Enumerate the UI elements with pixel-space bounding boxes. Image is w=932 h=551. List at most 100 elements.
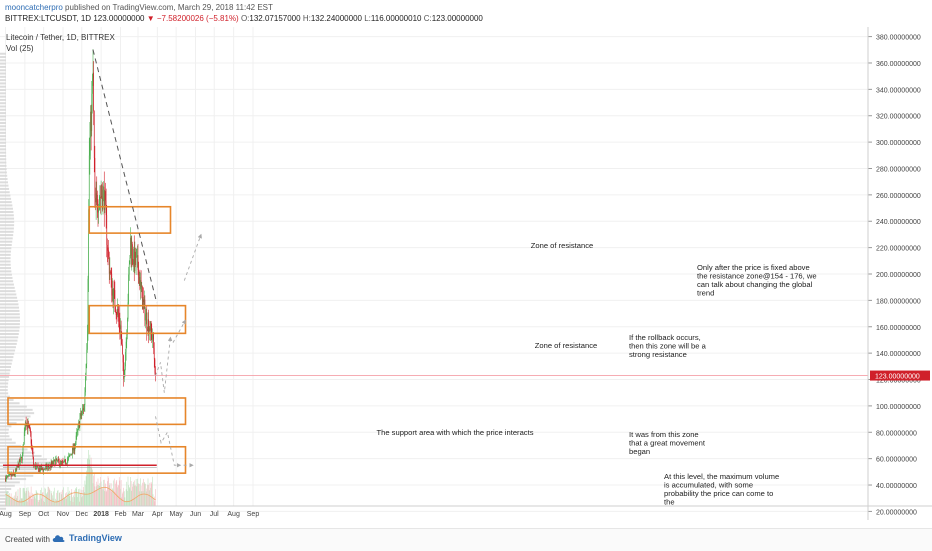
annotation-2: Zone of resistance <box>535 341 597 350</box>
volume-bar <box>92 483 94 506</box>
tradingview-logo[interactable]: TradingView <box>52 533 122 543</box>
candle-body <box>115 306 116 313</box>
candle-body <box>93 72 94 112</box>
volume-bar <box>117 487 118 506</box>
volume-bar <box>67 487 69 506</box>
volume-bar <box>60 501 61 506</box>
projection-path <box>155 416 182 468</box>
candle-body <box>88 209 89 279</box>
candle-body <box>143 299 144 303</box>
candle-body <box>105 191 106 201</box>
trend-line <box>92 49 158 304</box>
candle-body <box>122 354 124 363</box>
publish-line: mooncatcherpro published on TradingView.… <box>5 3 273 12</box>
volume-bar <box>20 487 21 506</box>
candle-body <box>95 193 97 203</box>
candle-body <box>5 478 6 482</box>
candle-body <box>37 465 38 467</box>
candle-body <box>117 308 119 315</box>
volume-profile-bar <box>0 105 7 108</box>
volume-profile-bar <box>0 230 14 233</box>
chart-legend-pair: Litecoin / Tether, 1D, BITTREX <box>6 33 115 42</box>
volume-profile-bar <box>0 260 11 263</box>
volume-bar <box>122 491 124 506</box>
price-tick-label: 220.00000000 <box>876 246 921 253</box>
volume-bar <box>38 501 39 506</box>
time-tick-label: Nov <box>57 511 70 518</box>
volume-profile-bar <box>0 290 16 293</box>
volume-profile-bar <box>0 408 33 411</box>
candle-body <box>23 432 25 445</box>
annotation-line: strong resistance <box>629 350 687 359</box>
candle-body <box>138 277 140 284</box>
volume-bar <box>128 485 129 506</box>
volume-bar <box>119 480 121 506</box>
volume-bar <box>127 476 129 506</box>
volume-bar <box>6 492 8 506</box>
volume-profile-bar <box>0 181 8 184</box>
volume-profile-bar <box>0 382 9 385</box>
volume-bar <box>67 494 68 506</box>
volume-bar <box>105 491 107 506</box>
candle-body <box>22 454 23 461</box>
volume-profile-bar <box>0 451 35 454</box>
volume-bar <box>85 484 86 506</box>
volume-bar <box>77 491 79 506</box>
volume-bar <box>54 501 56 506</box>
candle-body <box>138 269 139 284</box>
candle-body <box>130 237 132 256</box>
annotation-5: If the rollback occurs, then this zone wi… <box>629 333 707 359</box>
volume-profile-bar <box>0 270 12 273</box>
candle-body <box>27 423 29 429</box>
price-tick-label: 20.00000000 <box>876 509 917 516</box>
candle-body <box>89 137 91 156</box>
volume-profile-bar <box>0 342 17 345</box>
chart-frame[interactable]: 20.00000000 40.00000000 60.00000000 80.0000… <box>0 27 932 520</box>
candle-body <box>118 317 120 324</box>
volume-bar <box>7 491 8 506</box>
volume-bar <box>70 500 71 506</box>
candle-body <box>80 413 81 419</box>
candle-body <box>135 251 136 265</box>
volume-bar <box>50 500 51 506</box>
annotation-line: can talk about changing the global <box>697 280 813 289</box>
volume-bar <box>113 480 114 506</box>
volume-bar <box>15 491 17 506</box>
candle-body <box>139 277 141 289</box>
candle-body <box>140 280 142 288</box>
price-chart[interactable]: 20.00000000 40.00000000 60.00000000 80.0000… <box>0 27 932 520</box>
candle-body <box>35 464 36 469</box>
volume-profile-bar <box>0 507 7 510</box>
volume-bar <box>43 500 44 506</box>
volume-bar <box>96 481 98 506</box>
annotation-line: probability the price can come to <box>664 489 773 498</box>
volume-profile-bar <box>0 82 6 85</box>
candle-body <box>106 215 108 245</box>
volume-bar <box>78 501 80 506</box>
candle-body <box>133 249 135 272</box>
volume-profile-bar <box>0 115 7 118</box>
volume-bar <box>107 476 109 506</box>
candle-body <box>79 418 81 428</box>
candle-body <box>83 405 85 410</box>
candle-body <box>112 289 113 296</box>
volume-bar <box>53 487 55 506</box>
volume-profile-bar <box>0 497 7 500</box>
volume-bar <box>115 483 116 506</box>
volume-bar <box>112 488 113 506</box>
candle-body <box>121 337 123 345</box>
author-link[interactable]: mooncatcherpro <box>5 3 63 12</box>
volume-profile-bar <box>0 145 7 148</box>
volume-bar <box>5 490 7 506</box>
candle-body <box>118 314 119 318</box>
candle-body <box>83 408 84 410</box>
volume-bar <box>57 490 58 506</box>
volume-profile-bar <box>0 303 19 306</box>
volume-bar <box>75 488 77 506</box>
volume-profile-bar <box>0 121 7 124</box>
candle-body <box>33 457 34 466</box>
volume-bar <box>105 483 106 506</box>
candle-body <box>57 459 59 461</box>
candle-body <box>62 461 63 463</box>
volume-profile-bar <box>0 395 10 398</box>
